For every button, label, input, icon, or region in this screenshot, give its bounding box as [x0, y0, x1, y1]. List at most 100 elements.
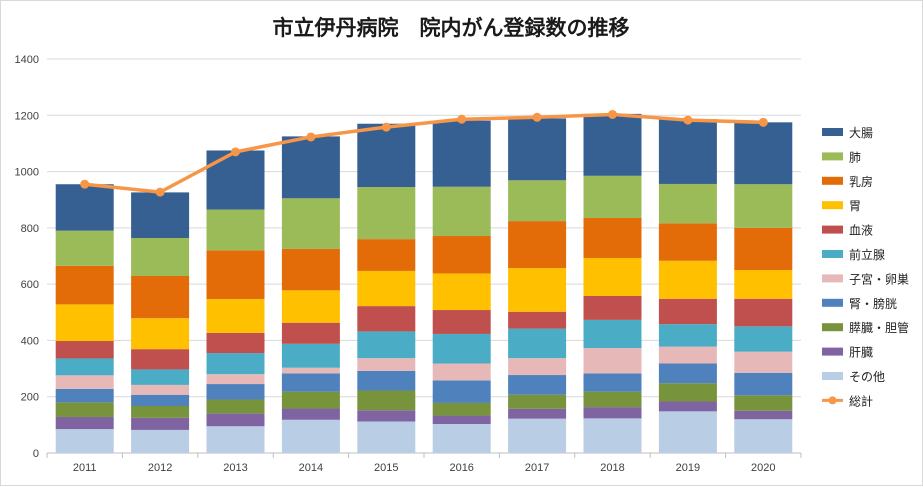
- bar-segment: [206, 299, 265, 333]
- bar-segment: [658, 383, 717, 402]
- y-tick-label: 800: [21, 223, 39, 235]
- y-tick-label: 200: [21, 392, 39, 404]
- bar-segment: [131, 429, 190, 453]
- bar-segment: [658, 223, 717, 261]
- bar-segment: [281, 248, 340, 291]
- total-point: [381, 122, 391, 132]
- bar-segment: [55, 388, 114, 403]
- bar-segment: [508, 311, 567, 329]
- bar-segment: [131, 237, 190, 276]
- bar-segment: [734, 395, 793, 411]
- legend-label: 子宮・卵巣: [849, 271, 909, 286]
- bar-segment: [206, 426, 265, 453]
- bar-segment: [734, 351, 793, 373]
- total-line: [80, 109, 768, 197]
- bar-segment: [432, 273, 491, 311]
- bar-segment: [131, 318, 190, 350]
- bar-segment: [508, 375, 567, 395]
- bar-segment: [131, 275, 190, 319]
- bar-segment: [206, 384, 265, 400]
- bar-segment: [281, 373, 340, 392]
- bar-segment: [583, 175, 642, 219]
- legend-swatch: [822, 250, 843, 258]
- bar-segment: [206, 209, 265, 251]
- chart-title: 市立伊丹病院 院内がん登録数の推移: [273, 16, 630, 40]
- y-axis-ticks: 0 200 400 600 800 1000 1200 1400: [15, 54, 39, 460]
- bar-segment: [658, 401, 717, 412]
- bar-segment: [357, 410, 416, 422]
- bar-segment: [55, 416, 114, 430]
- bar-segment: [55, 340, 114, 359]
- bar-segment: [281, 419, 340, 453]
- legend-swatch: [822, 225, 843, 234]
- bar-segment: [508, 394, 567, 409]
- legend-swatch-marker: [828, 396, 837, 405]
- bar-segment: [131, 349, 190, 370]
- bar-segment: [583, 218, 642, 258]
- bar-segment: [658, 324, 717, 347]
- bar-segment: [281, 343, 340, 368]
- bar-segment: [281, 367, 340, 374]
- bar-segment: [357, 306, 416, 332]
- legend-label: その他: [849, 370, 885, 384]
- legend-label: 総計: [849, 393, 873, 408]
- bar-segment: [432, 236, 491, 274]
- legend-label: 前立腺: [849, 247, 885, 262]
- bar-segment: [206, 150, 265, 210]
- bar-segment: [131, 369, 190, 385]
- total-point: [758, 117, 768, 127]
- bar-segment: [357, 123, 416, 188]
- bar-segment: [432, 120, 491, 187]
- legend-label: 乳房: [849, 174, 873, 189]
- bar-segment: [734, 410, 793, 420]
- bar-segment: [432, 333, 491, 364]
- bar-segment: [583, 391, 642, 408]
- bar-segment: [508, 328, 567, 359]
- bar-segment: [508, 118, 567, 181]
- legend-label: 腎・膀胱: [849, 296, 897, 311]
- bar-segment: [432, 310, 491, 334]
- x-tick-label: 2011: [73, 462, 97, 474]
- bar-segment: [583, 373, 642, 392]
- bar-segment: [432, 380, 491, 403]
- x-tick-label: 2018: [600, 462, 624, 474]
- bar-segment: [131, 384, 190, 395]
- bar-segment: [658, 363, 717, 384]
- bar-segment: [508, 180, 567, 222]
- bar-segment: [432, 424, 491, 453]
- bar-segment: [281, 391, 340, 409]
- x-tick-label: 2016: [449, 462, 473, 474]
- total-point: [608, 109, 617, 119]
- total-point: [306, 132, 316, 142]
- legend-swatch: [822, 372, 843, 380]
- bar-segment: [734, 372, 793, 396]
- total-point: [80, 179, 90, 189]
- legend-swatch: [822, 176, 843, 185]
- bar-segment: [583, 418, 642, 453]
- bar-segment: [206, 413, 265, 427]
- bar-segment: [583, 295, 642, 320]
- bar-segment: [583, 257, 642, 296]
- bar-segment: [508, 408, 567, 419]
- legend-label: 胃: [849, 199, 861, 213]
- y-tick-label: 400: [21, 335, 39, 347]
- total-line-path: [84, 112, 764, 194]
- legend-label: 肝臓: [849, 346, 873, 360]
- x-tick-label: 2015: [374, 462, 398, 474]
- legend-swatch: [822, 323, 843, 332]
- bar-segment: [508, 268, 567, 312]
- bar-segment: [357, 370, 416, 391]
- bar-segment: [734, 184, 793, 228]
- stacked-bars: [55, 113, 793, 453]
- bar-segment: [131, 394, 190, 407]
- bar-segment: [281, 198, 340, 249]
- y-tick-label: 1000: [15, 167, 39, 179]
- bar-segment: [357, 358, 416, 371]
- bar-segment: [432, 402, 491, 416]
- y-tick-label: 1400: [15, 54, 39, 66]
- bar-segment: [583, 113, 642, 176]
- total-point: [457, 114, 467, 124]
- bar-segment: [55, 230, 114, 266]
